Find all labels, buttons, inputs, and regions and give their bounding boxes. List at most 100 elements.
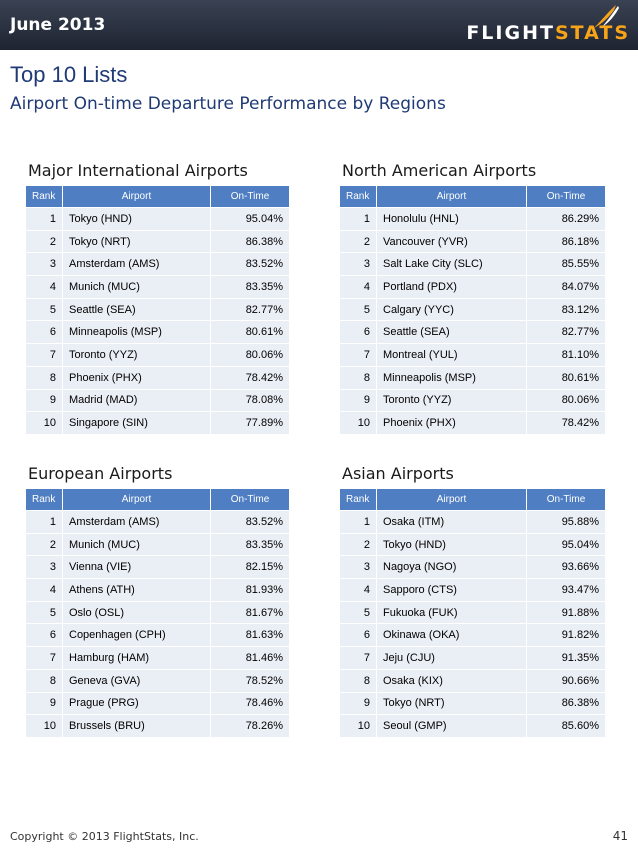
table-body: 1 Amsterdam (AMS) 83.52% 2 Munich (MUC) 83.35… bbox=[26, 511, 289, 737]
on-time-cell: 83.52% bbox=[211, 511, 289, 533]
table-row: 9 Toronto (YYZ) 80.06% bbox=[340, 389, 605, 412]
on-time-cell: 91.82% bbox=[527, 624, 605, 647]
table-row: 2 Tokyo (NRT) 86.38% bbox=[26, 230, 289, 253]
rank-cell: 7 bbox=[26, 344, 63, 366]
table-row: 3 Amsterdam (AMS) 83.52% bbox=[26, 253, 289, 276]
on-time-cell: 81.63% bbox=[211, 624, 289, 647]
on-time-cell: 78.26% bbox=[211, 715, 289, 737]
table-row: 5 Seattle (SEA) 82.77% bbox=[26, 298, 289, 321]
section-title: Asian Airports bbox=[342, 464, 454, 483]
table-row: 4 Sapporo (CTS) 93.47% bbox=[340, 579, 605, 601]
page-title: Top 10 Lists bbox=[10, 62, 128, 87]
rank-cell: 9 bbox=[340, 692, 377, 715]
rank-cell: 8 bbox=[26, 366, 63, 389]
rank-cell: 10 bbox=[26, 412, 63, 434]
report-date: June 2013 bbox=[10, 15, 106, 35]
on-time-cell: 93.66% bbox=[527, 556, 605, 579]
rank-cell: 3 bbox=[26, 253, 63, 276]
rank-cell: 1 bbox=[340, 511, 377, 533]
table-row: 1 Osaka (ITM) 95.88% bbox=[340, 511, 605, 533]
airport-cell: Phoenix (PHX) bbox=[63, 366, 211, 389]
copyright-notice: Copyright © 2013 FlightStats, Inc. bbox=[10, 830, 199, 843]
airport-cell: Amsterdam (AMS) bbox=[63, 511, 211, 533]
table-row: 5 Calgary (YYC) 83.12% bbox=[340, 298, 605, 321]
airport-cell: Singapore (SIN) bbox=[63, 412, 211, 434]
rankings-table: Rank Airport On-Time 1 Tokyo (HND) 95.04% 2… bbox=[26, 185, 289, 435]
airport-cell: Osaka (KIX) bbox=[377, 669, 527, 692]
table-row: 9 Tokyo (NRT) 86.38% bbox=[340, 692, 605, 715]
airport-cell: Salt Lake City (SLC) bbox=[377, 253, 527, 276]
page-number: 41 bbox=[612, 829, 628, 843]
table-row: 6 Seattle (SEA) 82.77% bbox=[340, 321, 605, 344]
airport-cell: Jeju (CJU) bbox=[377, 647, 527, 669]
airport-cell: Toronto (YYZ) bbox=[63, 344, 211, 366]
rankings-table: Rank Airport On-Time 1 Osaka (ITM) 95.88% 2… bbox=[340, 488, 605, 738]
on-time-cell: 86.18% bbox=[527, 230, 605, 253]
on-time-cell: 80.61% bbox=[527, 366, 605, 389]
rank-cell: 6 bbox=[340, 624, 377, 647]
on-time-cell: 81.46% bbox=[211, 647, 289, 669]
column-header-rank: Rank bbox=[26, 489, 63, 510]
on-time-cell: 90.66% bbox=[527, 669, 605, 692]
column-header-airport: Airport bbox=[63, 186, 211, 207]
airport-cell: Tokyo (NRT) bbox=[377, 692, 527, 715]
column-header-airport: Airport bbox=[377, 489, 527, 510]
on-time-cell: 91.35% bbox=[527, 647, 605, 669]
rank-cell: 6 bbox=[26, 624, 63, 647]
on-time-cell: 83.35% bbox=[211, 533, 289, 556]
airport-cell: Munich (MUC) bbox=[63, 533, 211, 556]
on-time-cell: 83.12% bbox=[527, 298, 605, 321]
on-time-cell: 82.77% bbox=[211, 298, 289, 321]
airport-cell: Oslo (OSL) bbox=[63, 601, 211, 624]
table-body: 1 Honolulu (HNL) 86.29% 2 Vancouver (YVR) 86.… bbox=[340, 208, 605, 434]
table-row: 1 Honolulu (HNL) 86.29% bbox=[340, 208, 605, 230]
flightstats-logo: FLIGHTSTATS bbox=[430, 4, 630, 46]
table-row: 10 Brussels (BRU) 78.26% bbox=[26, 715, 289, 737]
column-header-airport: Airport bbox=[63, 489, 211, 510]
table-header-row: Rank Airport On-Time bbox=[26, 489, 289, 510]
section-asian: Asian Airports Rank Airport On-Time 1 Osa… bbox=[340, 464, 605, 738]
on-time-cell: 83.52% bbox=[211, 253, 289, 276]
table-row: 4 Portland (PDX) 84.07% bbox=[340, 276, 605, 298]
on-time-cell: 77.89% bbox=[211, 412, 289, 434]
on-time-cell: 95.88% bbox=[527, 511, 605, 533]
table-header-row: Rank Airport On-Time bbox=[340, 186, 605, 207]
airport-cell: Madrid (MAD) bbox=[63, 389, 211, 412]
on-time-cell: 93.47% bbox=[527, 579, 605, 601]
airport-cell: Seoul (GMP) bbox=[377, 715, 527, 737]
airport-cell: Calgary (YYC) bbox=[377, 298, 527, 321]
on-time-cell: 95.04% bbox=[527, 533, 605, 556]
table-header-row: Rank Airport On-Time bbox=[340, 489, 605, 510]
on-time-cell: 86.29% bbox=[527, 208, 605, 230]
rank-cell: 10 bbox=[340, 412, 377, 434]
rank-cell: 6 bbox=[26, 321, 63, 344]
rank-cell: 3 bbox=[340, 556, 377, 579]
section-major-international: Major International Airports Rank Airpor… bbox=[26, 161, 289, 435]
rank-cell: 4 bbox=[340, 276, 377, 298]
on-time-cell: 95.04% bbox=[211, 208, 289, 230]
rank-cell: 1 bbox=[26, 208, 63, 230]
table-row: 2 Vancouver (YVR) 86.18% bbox=[340, 230, 605, 253]
on-time-cell: 81.10% bbox=[527, 344, 605, 366]
table-row: 2 Munich (MUC) 83.35% bbox=[26, 533, 289, 556]
airport-cell: Athens (ATH) bbox=[63, 579, 211, 601]
table-row: 2 Tokyo (HND) 95.04% bbox=[340, 533, 605, 556]
rank-cell: 7 bbox=[340, 344, 377, 366]
table-row: 10 Phoenix (PHX) 78.42% bbox=[340, 412, 605, 434]
table-row: 9 Madrid (MAD) 78.08% bbox=[26, 389, 289, 412]
table-row: 8 Minneapolis (MSP) 80.61% bbox=[340, 366, 605, 389]
table-row: 6 Copenhagen (CPH) 81.63% bbox=[26, 624, 289, 647]
airport-cell: Minneapolis (MSP) bbox=[63, 321, 211, 344]
rank-cell: 9 bbox=[26, 692, 63, 715]
on-time-cell: 85.60% bbox=[527, 715, 605, 737]
rank-cell: 4 bbox=[26, 579, 63, 601]
table-body: 1 Osaka (ITM) 95.88% 2 Tokyo (HND) 95.04% 3 Nag… bbox=[340, 511, 605, 737]
rank-cell: 1 bbox=[340, 208, 377, 230]
table-row: 3 Salt Lake City (SLC) 85.55% bbox=[340, 253, 605, 276]
column-header-rank: Rank bbox=[26, 186, 63, 207]
rank-cell: 2 bbox=[340, 230, 377, 253]
airport-cell: Minneapolis (MSP) bbox=[377, 366, 527, 389]
table-row: 5 Fukuoka (FUK) 91.88% bbox=[340, 601, 605, 624]
wing-swoosh-icon bbox=[594, 5, 619, 28]
on-time-cell: 82.77% bbox=[527, 321, 605, 344]
